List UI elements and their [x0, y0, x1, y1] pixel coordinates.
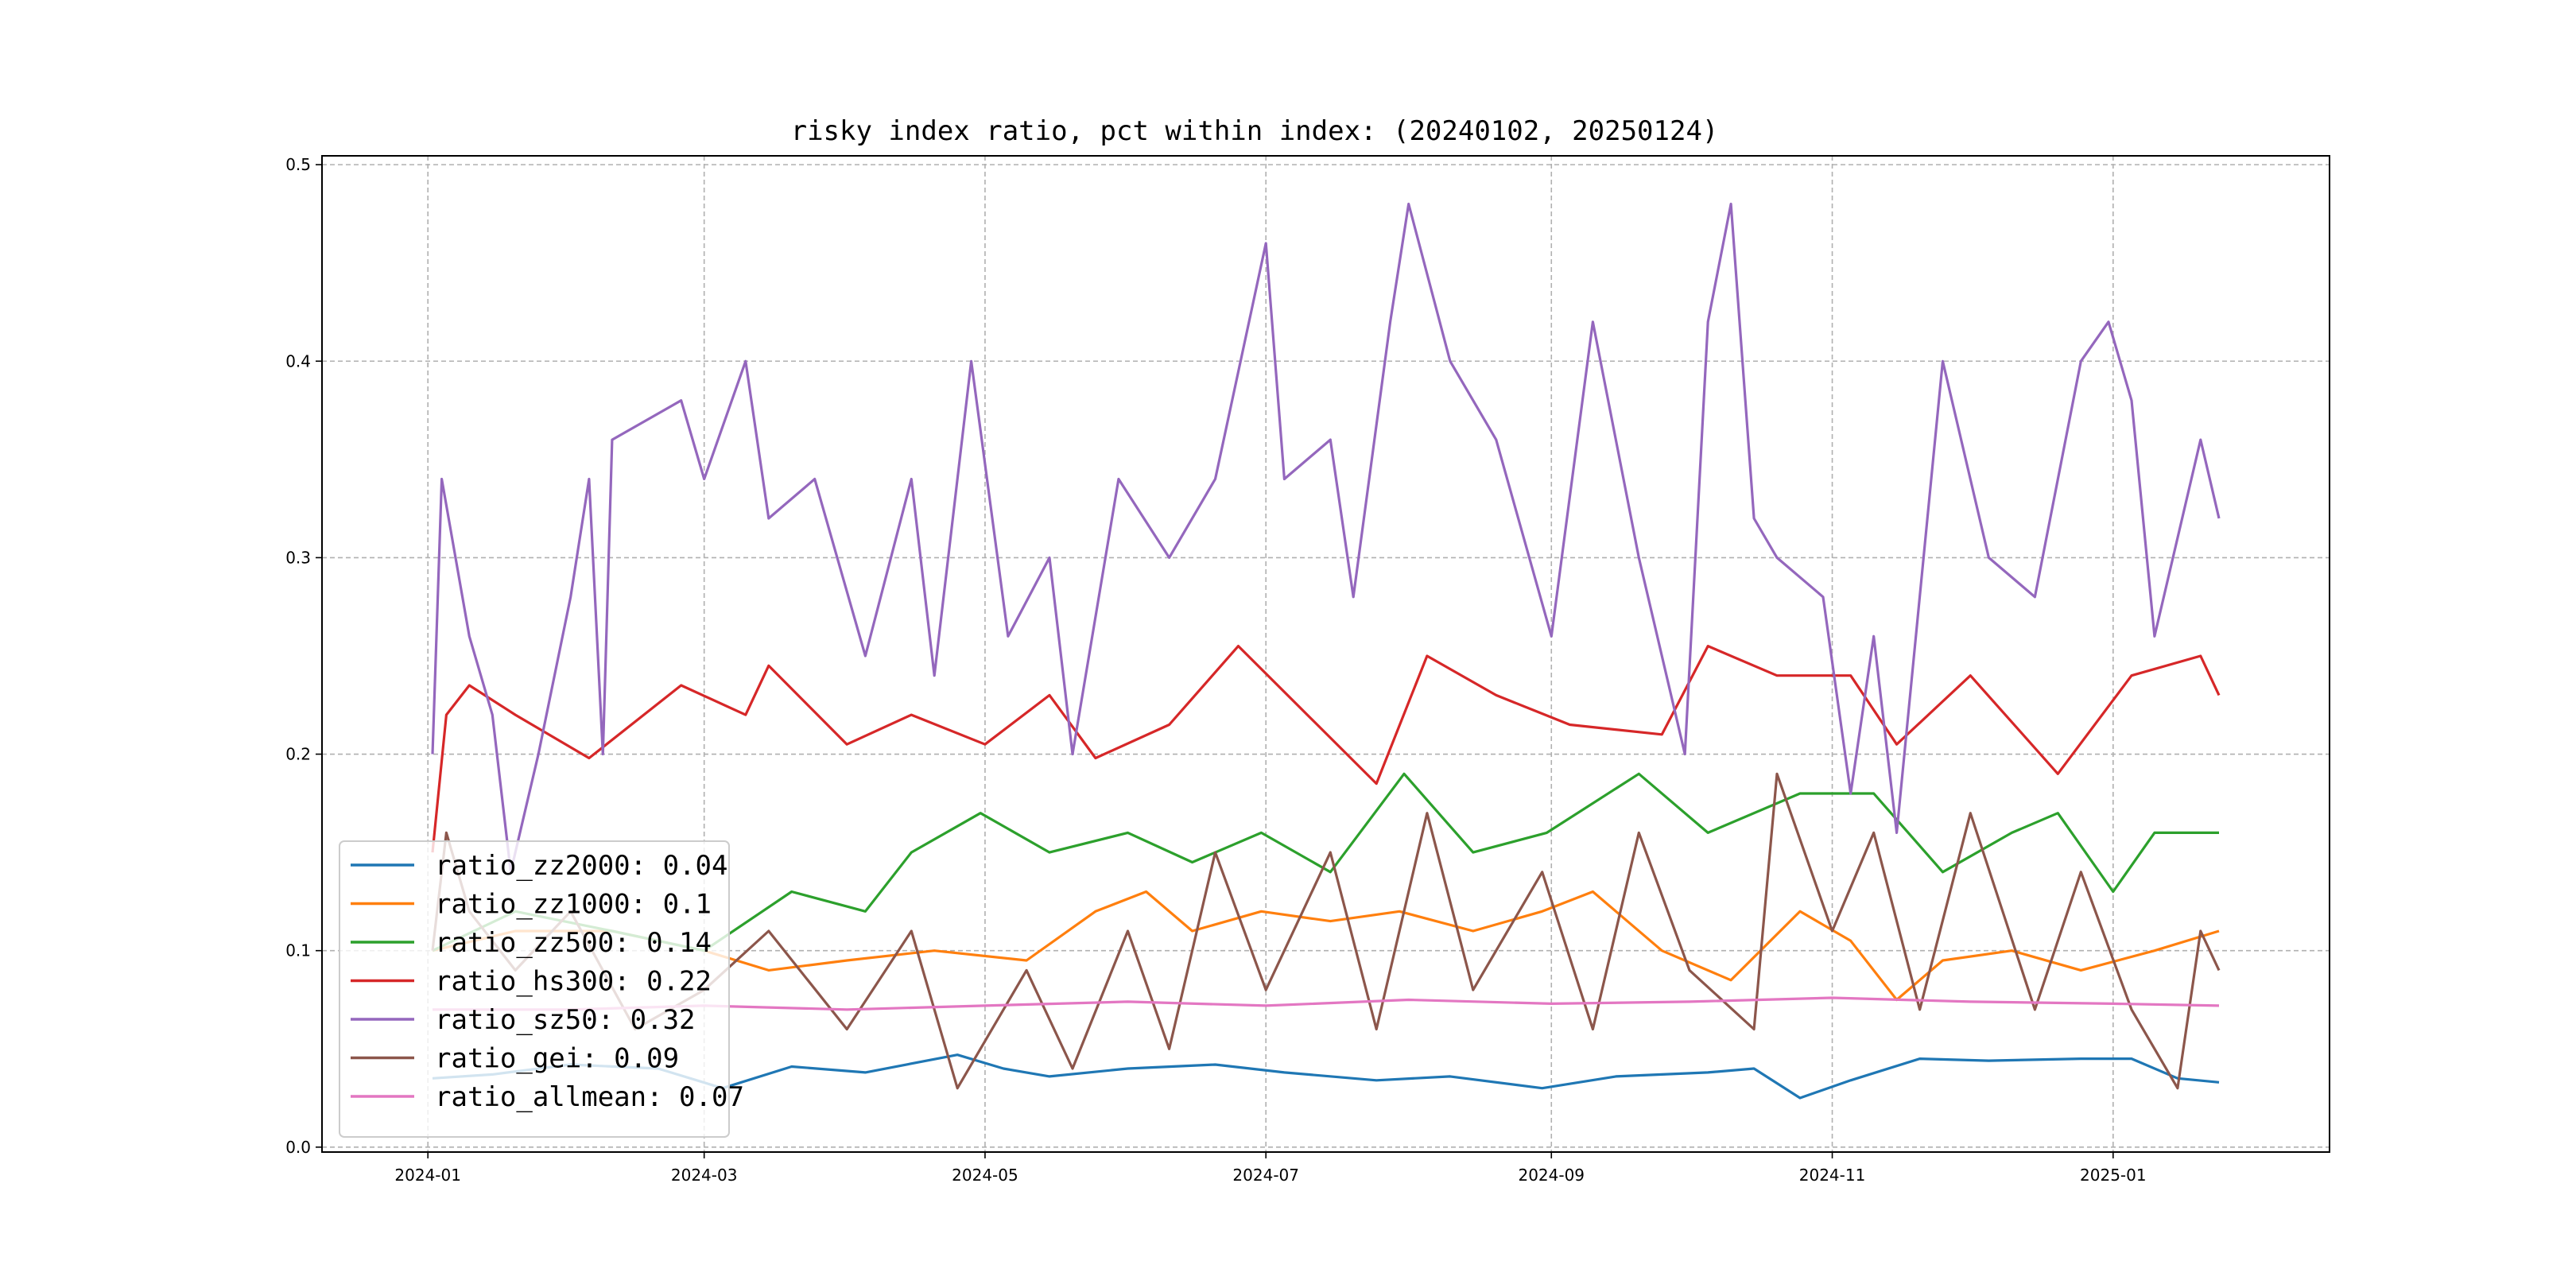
axis-ticks: 2024-01 2024-03 2024-05 2024-07 2024-09 2024-… [285, 155, 2146, 1185]
x-tick-label: 2024-07 [1232, 1166, 1299, 1185]
legend-label: ratio_hs300: 0.22 [435, 966, 712, 998]
series-line-ratio-sz50 [431, 202, 2221, 874]
legend-label: ratio_zz1000: 0.1 [435, 889, 712, 921]
x-tick-label: 2024-11 [1799, 1166, 1866, 1185]
y-tick-label: 0.0 [285, 1138, 311, 1157]
y-tick-label: 0.5 [285, 155, 311, 174]
x-tick-label: 2024-09 [1518, 1166, 1585, 1185]
legend-label: ratio_gei: 0.09 [435, 1043, 679, 1075]
y-tick-label: 0.3 [285, 548, 311, 567]
legend-box [339, 840, 730, 1138]
legend: ratio_zz2000: 0.04 ratio_zz1000: 0.1 ratio… [339, 840, 744, 1138]
x-tick-label: 2024-05 [952, 1166, 1018, 1185]
x-tick-label: 2024-01 [394, 1166, 461, 1185]
series-line-ratio-hs300 [431, 645, 2221, 853]
y-tick-label: 0.1 [285, 941, 311, 960]
y-tick-label: 0.4 [285, 351, 311, 370]
legend-label: ratio_sz50: 0.32 [435, 1004, 696, 1036]
plot-frame [321, 155, 2330, 1153]
legend-label: ratio_allmean: 0.07 [435, 1081, 744, 1113]
chart-title: risky index ratio, pct within index: (20… [791, 115, 1719, 147]
series-line-ratio-zz2000 [432, 1053, 2220, 1100]
series-line-ratio-zz1000 [432, 890, 2220, 1002]
legend-label: ratio_zz500: 0.14 [435, 927, 712, 959]
x-tick-label: 2024-03 [671, 1166, 738, 1185]
x-tick-label: 2025-01 [2080, 1166, 2147, 1185]
series-line-ratio-zz500 [432, 772, 2219, 952]
legend-label: ratio_zz2000: 0.04 [435, 850, 727, 882]
y-tick-label: 0.2 [285, 745, 311, 764]
